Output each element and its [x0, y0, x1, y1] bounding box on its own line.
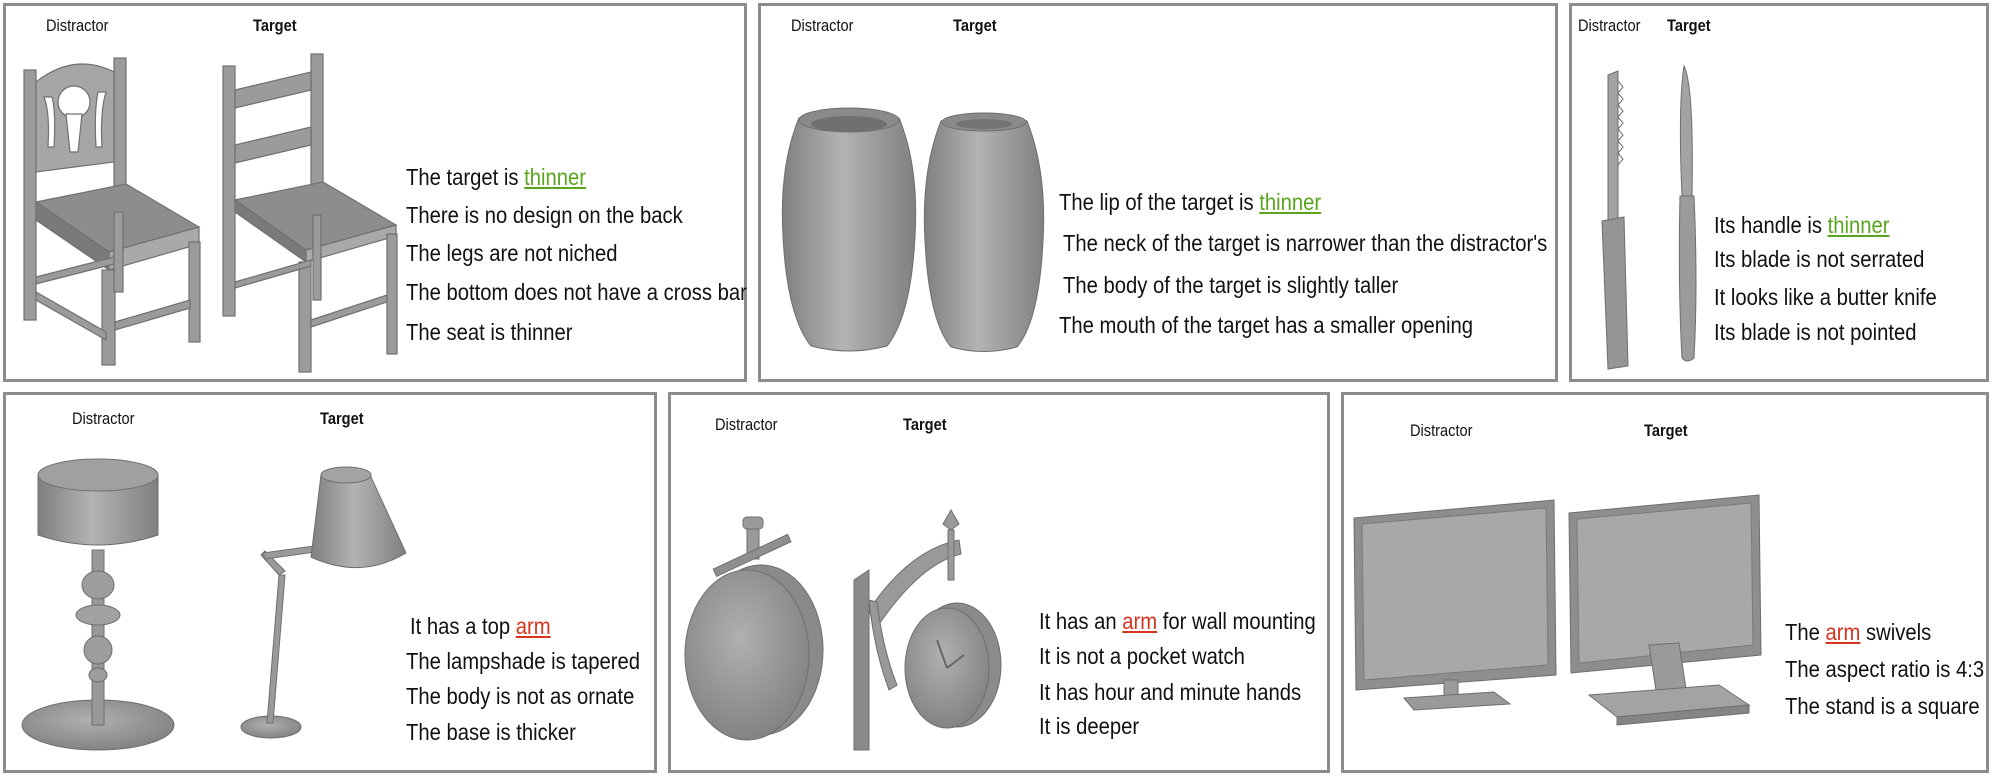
target-label: Target	[1667, 16, 1711, 35]
caption-4: The base is thicker	[406, 719, 576, 745]
caption-3: The stand is a square	[1785, 693, 1980, 719]
highlight-word: arm	[1122, 608, 1158, 634]
target-monitor-image	[1568, 494, 1762, 726]
target-label: Target	[903, 415, 947, 434]
target-knife-image	[1678, 64, 1697, 362]
caption-4: The mouth of the target has a smaller op…	[1059, 312, 1474, 338]
target-label: Target	[253, 16, 297, 35]
caption-2: The aspect ratio is 4:3	[1785, 656, 1985, 682]
distractor-label: Distractor	[1410, 421, 1473, 440]
caption-3: It has hour and minute hands	[1039, 679, 1302, 705]
distractor-label: Distractor	[72, 409, 135, 428]
caption-2: Its blade is not serrated	[1714, 246, 1925, 272]
panel-chairs: Distractor Target	[3, 3, 747, 382]
panel-vases: Distractor Target The lip of the target …	[758, 3, 1558, 382]
caption-1: The lip of the target is thinner	[1059, 189, 1322, 215]
caption-3: It looks like a butter knife	[1714, 284, 1937, 310]
caption-3: The body is not as ornate	[406, 683, 635, 709]
caption-2: The lampshade is tapered	[406, 648, 641, 674]
panel-lamps: Distractor Target It has a top arm The l…	[3, 392, 657, 773]
distractor-knife-image	[1601, 70, 1629, 370]
target-label: Target	[953, 16, 997, 35]
target-vase-image	[923, 112, 1045, 352]
caption-4: It is deeper	[1039, 713, 1140, 739]
distractor-chair-image	[23, 57, 201, 366]
panel-monitors: Distractor Target The arm swivels The as…	[1341, 392, 1989, 773]
target-label: Target	[320, 409, 364, 428]
distractor-clock-image	[684, 516, 824, 741]
caption-4: Its blade is not pointed	[1714, 319, 1917, 345]
target-clock-image	[853, 508, 1002, 751]
panel-clocks: Distractor Target It has an arm for wall…	[668, 392, 1330, 773]
highlight-word: thinner	[524, 164, 587, 190]
distractor-monitor-image	[1353, 499, 1557, 711]
distractor-label: Distractor	[715, 415, 778, 434]
caption-1: The arm swivels	[1785, 619, 1932, 645]
distractor-lamp-image	[21, 458, 175, 751]
distractor-label: Distractor	[791, 16, 854, 35]
target-chair-image	[222, 53, 398, 373]
caption-1: Its handle is thinner	[1714, 212, 1890, 238]
caption-3: The body of the target is slightly talle…	[1063, 272, 1399, 298]
caption-3: The legs are not niched	[406, 240, 618, 266]
highlight-word: arm	[515, 613, 551, 639]
caption-2: There is no design on the back	[406, 202, 683, 228]
highlight-word: arm	[1825, 619, 1861, 645]
target-label: Target	[1644, 421, 1688, 440]
caption-1: It has a top arm	[410, 613, 551, 639]
target-lamp-image	[240, 466, 407, 739]
caption-5: The seat is thinner	[406, 319, 573, 345]
highlight-word: thinner	[1827, 212, 1890, 238]
distractor-label: Distractor	[46, 16, 109, 35]
caption-2: It is not a pocket watch	[1039, 643, 1245, 669]
distractor-label: Distractor	[1578, 16, 1641, 35]
caption-4: The bottom does not have a cross bar	[406, 279, 747, 305]
caption-2: The neck of the target is narrower than …	[1063, 230, 1548, 256]
highlight-word: thinner	[1259, 189, 1322, 215]
distractor-vase-image	[781, 107, 917, 352]
panel-knives: Distractor Target Its handle is thinner …	[1569, 3, 1989, 382]
caption-1: It has an arm for wall mounting	[1039, 608, 1316, 634]
caption-1: The target is thinner	[406, 164, 587, 190]
